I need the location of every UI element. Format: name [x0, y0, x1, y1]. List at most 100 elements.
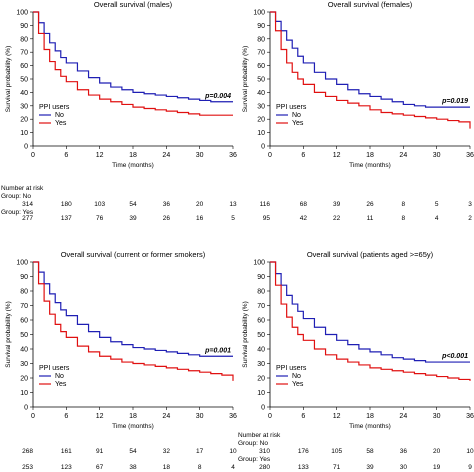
- y-tick-label: 60: [257, 318, 265, 325]
- risk-table-value: 103: [94, 201, 105, 208]
- y-tick-label: 90: [257, 274, 265, 281]
- x-tick-label: 30: [196, 413, 204, 420]
- risk-table-value: 161: [61, 448, 72, 455]
- risk-table-value: 76: [96, 215, 104, 222]
- x-tick-label: 18: [129, 152, 137, 159]
- x-tick-label: 24: [399, 413, 407, 420]
- legend-title: PPI users: [276, 365, 307, 372]
- risk-table-value: 133: [298, 464, 309, 471]
- y-tick-label: 80: [257, 36, 265, 43]
- x-tick-label: 12: [96, 152, 104, 159]
- risk-table-value: 10: [229, 448, 237, 455]
- x-tick-label: 12: [333, 413, 341, 420]
- risk-table-value: 253: [22, 464, 33, 471]
- y-tick-label: 50: [257, 77, 265, 84]
- y-tick-label: 60: [20, 63, 28, 70]
- y-tick-label: 80: [20, 36, 28, 43]
- y-tick-label: 100: [253, 10, 265, 17]
- y-tick-label: 60: [257, 63, 265, 70]
- p-value: p=0.001: [204, 347, 231, 354]
- y-tick-label: 20: [257, 376, 265, 383]
- legend-title: PPI users: [276, 104, 307, 111]
- chart-panel-4: Overall survival (patients aged >=65y) 0 1…: [238, 250, 474, 471]
- chart-panel-1: Overall survival (males)0102030405060708…: [1, 0, 237, 222]
- legend-title: PPI users: [39, 104, 70, 111]
- y-tick-label: 0: [261, 405, 265, 412]
- y-tick-label: 60: [20, 318, 28, 325]
- risk-table-value: 38: [129, 464, 137, 471]
- risk-table-value: 58: [366, 448, 374, 455]
- risk-table-value: 5: [231, 215, 235, 222]
- y-tick-label: 10: [20, 390, 28, 397]
- y-tick-label: 50: [257, 332, 265, 339]
- y-tick-label: 30: [257, 361, 265, 368]
- y-tick-label: 70: [20, 50, 28, 57]
- risk-table-value: 19: [433, 464, 441, 471]
- y-tick-label: 100: [253, 260, 265, 267]
- x-tick-label: 0: [31, 413, 35, 420]
- risk-table-value: 8: [402, 201, 406, 208]
- risk-table-value: 67: [96, 464, 104, 471]
- risk-table-value: 268: [22, 448, 33, 455]
- risk-table-value: 13: [229, 201, 237, 208]
- legend-label-yes: Yes: [292, 381, 304, 388]
- risk-table-value: 18: [163, 464, 171, 471]
- risk-table-value: 314: [22, 201, 33, 208]
- risk-table-value: 4: [231, 464, 235, 471]
- risk-table-value: 36: [163, 201, 171, 208]
- y-tick-label: 70: [20, 303, 28, 310]
- chart-title: Overall survival (current or former smok…: [61, 250, 206, 259]
- survival-curve-yes: [33, 11, 233, 116]
- survival-curve-yes: [270, 11, 471, 129]
- risk-table-value: 180: [61, 201, 72, 208]
- chart-title: Overall survival (males): [94, 0, 173, 9]
- risk-table-value: 30: [400, 464, 408, 471]
- risk-table-value: 116: [260, 201, 271, 208]
- legend-label-no: No: [55, 373, 64, 380]
- y-tick-label: 20: [20, 376, 28, 383]
- y-tick-label: 0: [24, 144, 28, 151]
- risk-table-value: 71: [333, 464, 341, 471]
- risk-table-value: 26: [366, 201, 374, 208]
- x-tick-label: 30: [433, 413, 441, 420]
- legend-label-no: No: [292, 112, 301, 119]
- x-tick-label: 18: [366, 413, 374, 420]
- y-tick-label: 40: [20, 347, 28, 354]
- risk-table-value: 95: [263, 215, 271, 222]
- y-tick-label: 50: [20, 332, 28, 339]
- x-axis-label: Time (months): [112, 162, 154, 169]
- y-tick-label: 100: [16, 260, 28, 267]
- risk-table-value: 10: [466, 448, 474, 455]
- risk-table-value: 22: [333, 215, 341, 222]
- y-axis-label: Survival probability (%): [5, 46, 12, 112]
- y-tick-label: 10: [257, 130, 265, 137]
- risk-table-header: Number at risk: [1, 185, 44, 192]
- x-tick-label: 0: [268, 152, 272, 159]
- x-tick-label: 6: [301, 413, 305, 420]
- risk-table-value: 39: [333, 201, 341, 208]
- y-tick-label: 10: [20, 130, 28, 137]
- risk-table-value: 68: [300, 201, 308, 208]
- x-tick-label: 30: [433, 152, 441, 159]
- risk-table-value: 11: [367, 215, 374, 222]
- x-tick-label: 24: [162, 152, 170, 159]
- x-tick-label: 12: [333, 152, 341, 159]
- risk-table-value: 16: [196, 215, 204, 222]
- y-tick-label: 40: [257, 90, 265, 97]
- risk-table-group-label: Group: No: [238, 440, 268, 447]
- x-tick-label: 0: [268, 413, 272, 420]
- survival-curve-no: [33, 11, 233, 103]
- x-axis-label: Time (months): [112, 423, 154, 430]
- risk-table-value: 8: [198, 464, 202, 471]
- risk-table-value: 39: [366, 464, 374, 471]
- y-axis-label: Survival probability (%): [242, 301, 249, 367]
- y-tick-label: 100: [16, 10, 28, 17]
- risk-table-value: 4: [435, 215, 439, 222]
- y-tick-label: 90: [257, 23, 265, 30]
- risk-table-value: 20: [196, 201, 204, 208]
- risk-table-value: 137: [61, 215, 72, 222]
- risk-table-value: 20: [433, 448, 441, 455]
- risk-table-value: 2: [468, 215, 472, 222]
- risk-table-group-label: Group: Yes: [238, 456, 271, 463]
